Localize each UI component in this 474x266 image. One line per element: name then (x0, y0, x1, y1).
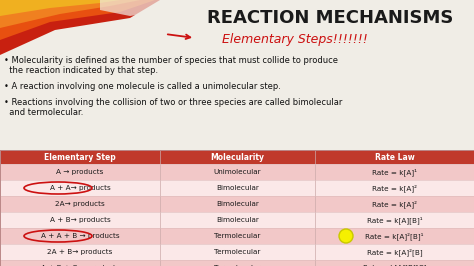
Text: Bimolecular: Bimolecular (216, 185, 259, 191)
Text: A + B + C → products: A + B + C → products (41, 265, 119, 266)
Bar (0, 150, 474, 266)
Text: Rate = k[A][B][C]: Rate = k[A][B][C] (363, 265, 426, 266)
Text: Rate = k[A]²: Rate = k[A]² (372, 200, 417, 208)
Polygon shape (0, 0, 120, 16)
Polygon shape (0, 0, 140, 28)
Bar (0, 180, 474, 196)
Text: Rate = k[A]²[B]: Rate = k[A]²[B] (367, 248, 422, 256)
Text: A → products: A → products (56, 169, 104, 175)
Text: Elementary Step: Elementary Step (44, 152, 116, 161)
Text: Rate Law: Rate Law (374, 152, 414, 161)
Text: Bimolecular: Bimolecular (216, 201, 259, 207)
Text: • Reactions involving the collision of two or three species are called bimolecul: • Reactions involving the collision of t… (4, 98, 342, 107)
Circle shape (339, 229, 353, 243)
Bar (0, 260, 474, 266)
Text: Rate = k[A]²[B]¹: Rate = k[A]²[B]¹ (365, 232, 424, 240)
Bar (0, 212, 474, 228)
Text: Molecularity: Molecularity (210, 152, 264, 161)
Text: A + B→ products: A + B→ products (50, 217, 110, 223)
Text: Bimolecular: Bimolecular (216, 217, 259, 223)
Bar (0, 150, 474, 266)
Polygon shape (100, 0, 180, 16)
Text: Termolecular: Termolecular (214, 233, 261, 239)
Text: Rate = k[A][B]¹: Rate = k[A][B]¹ (367, 216, 422, 224)
Bar (0, 0, 474, 150)
Text: • A reaction involving one molecule is called a unimolecular step.: • A reaction involving one molecule is c… (4, 82, 281, 91)
Text: Rate = k[A]²: Rate = k[A]² (372, 184, 417, 192)
Text: REACTION MECHANISMS: REACTION MECHANISMS (207, 9, 453, 27)
Text: A + A→ products: A + A→ products (50, 185, 110, 191)
Text: Termolecular: Termolecular (214, 249, 261, 255)
Text: Unimolecular: Unimolecular (214, 169, 261, 175)
Polygon shape (0, 0, 160, 55)
Polygon shape (0, 0, 155, 40)
Bar (0, 164, 474, 180)
Text: the reaction indicated by that step.: the reaction indicated by that step. (4, 66, 158, 75)
Text: • Molecularity is defined as the number of species that must collide to produce: • Molecularity is defined as the number … (4, 56, 338, 65)
Text: Rate = k[A]¹: Rate = k[A]¹ (372, 168, 417, 176)
Bar (0, 196, 474, 212)
Text: 2A→ products: 2A→ products (55, 201, 105, 207)
Text: and termolecular.: and termolecular. (4, 108, 83, 117)
Bar (0, 228, 474, 244)
Bar (0, 244, 474, 260)
Text: A + A + B → products: A + A + B → products (41, 233, 119, 239)
Text: Termolecular: Termolecular (214, 265, 261, 266)
Text: Elementary Steps!!!!!!!: Elementary Steps!!!!!!! (222, 34, 368, 47)
Bar (0, 150, 474, 164)
Text: 2A + B→ products: 2A + B→ products (47, 249, 113, 255)
